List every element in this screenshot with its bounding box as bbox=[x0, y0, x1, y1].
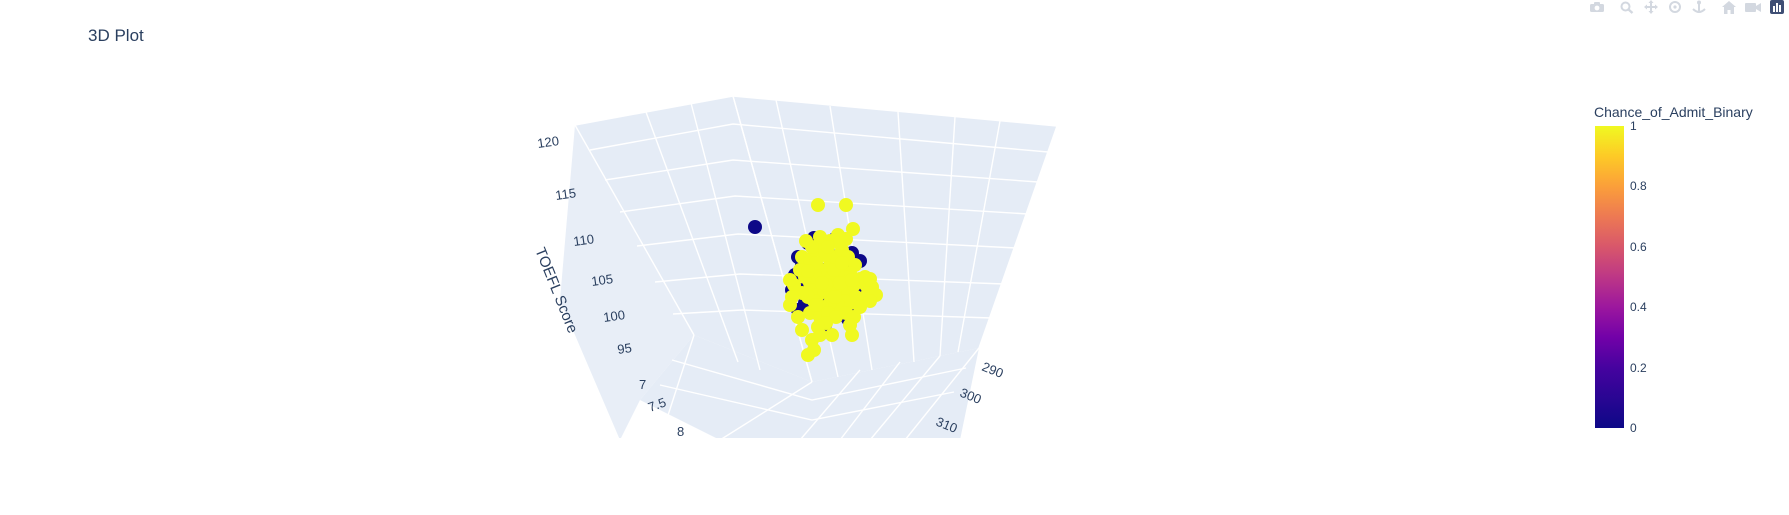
colorbar-tick: 0.8 bbox=[1630, 179, 1647, 193]
x-tick-label: 290 bbox=[980, 359, 1006, 381]
z-tick-label: 100 bbox=[602, 307, 626, 325]
y-tick-label: 7.5 bbox=[646, 395, 668, 415]
camera-icon[interactable] bbox=[1585, 0, 1609, 14]
scene-left-wall bbox=[560, 125, 694, 440]
plotly-logo-icon[interactable] bbox=[1765, 0, 1789, 14]
colorbar-tick: 0.6 bbox=[1630, 240, 1647, 254]
colorbar-tick: 1 bbox=[1630, 119, 1637, 133]
data-point-admit-1[interactable] bbox=[839, 232, 853, 246]
data-point-admit-1[interactable] bbox=[845, 273, 859, 287]
data-point-admit-1[interactable] bbox=[799, 234, 813, 248]
data-point-admit-1[interactable] bbox=[821, 240, 835, 254]
data-point-admit-1[interactable] bbox=[783, 273, 797, 287]
z-tick-label: 105 bbox=[590, 271, 614, 289]
home-icon[interactable] bbox=[1717, 0, 1741, 14]
data-point-admit-1[interactable] bbox=[809, 298, 823, 312]
orbit-icon[interactable] bbox=[1663, 0, 1687, 14]
chart-title: 3D Plot bbox=[88, 26, 144, 45]
z-tick-label: 115 bbox=[554, 185, 577, 203]
scatter-points bbox=[748, 198, 883, 362]
pan-icon[interactable] bbox=[1639, 0, 1663, 14]
data-point-admit-1[interactable] bbox=[783, 298, 797, 312]
y-tick-label: 7 bbox=[639, 377, 646, 392]
colorbar-tick: 0 bbox=[1630, 421, 1637, 435]
data-point-admit-1[interactable] bbox=[807, 343, 821, 357]
data-point-admit-1[interactable] bbox=[863, 294, 877, 308]
y-tick-label: 8 bbox=[677, 424, 684, 439]
colorbar-tick: 0.2 bbox=[1630, 361, 1647, 375]
data-point-admit-1[interactable] bbox=[833, 276, 847, 290]
data-point-admit-1[interactable] bbox=[835, 256, 849, 270]
reset-camera-icon[interactable] bbox=[1741, 0, 1765, 14]
colorbar-tick: 0.4 bbox=[1630, 300, 1647, 314]
data-point-admit-1[interactable] bbox=[825, 328, 839, 342]
z-tick-label: 95 bbox=[616, 340, 632, 357]
data-point-admit-1[interactable] bbox=[839, 198, 853, 212]
turntable-icon[interactable] bbox=[1687, 0, 1711, 14]
scene-gridlines bbox=[574, 95, 1058, 441]
colorbar-title: Chance_of_Admit_Binary bbox=[1594, 104, 1753, 120]
data-point-admit-1[interactable] bbox=[811, 198, 825, 212]
data-point-admit-1[interactable] bbox=[811, 320, 825, 334]
data-point-admit-1[interactable] bbox=[791, 310, 805, 324]
scene-floor bbox=[640, 335, 979, 440]
colorbar bbox=[1595, 126, 1624, 428]
data-point-admit-1[interactable] bbox=[815, 276, 829, 290]
data-point-admit-1[interactable] bbox=[801, 264, 815, 278]
data-point-admit-1[interactable] bbox=[828, 290, 842, 304]
z-tick-label: 120 bbox=[536, 133, 560, 151]
data-point-admit-1[interactable] bbox=[846, 222, 860, 236]
zoom-icon[interactable] bbox=[1615, 0, 1639, 14]
data-point-admit-1[interactable] bbox=[843, 318, 857, 332]
modebar bbox=[1585, 0, 1789, 14]
z-tick-label: 110 bbox=[572, 231, 595, 249]
data-point-admit-1[interactable] bbox=[795, 323, 809, 337]
data-point-admit-0[interactable] bbox=[748, 220, 762, 234]
